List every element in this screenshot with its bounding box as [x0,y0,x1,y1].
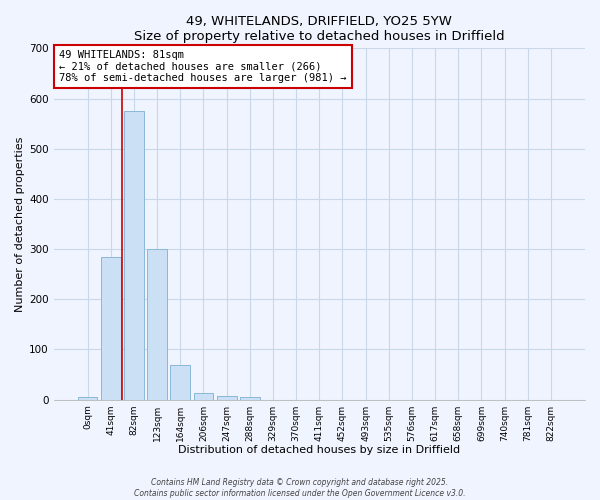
Bar [101,256,121,400]
Title: 49, WHITELANDS, DRIFFIELD, YO25 5YW
Size of property relative to detached houses: 49, WHITELANDS, DRIFFIELD, YO25 5YW Size… [134,15,505,43]
Bar [240,396,260,400]
Text: 49 WHITELANDS: 81sqm
← 21% of detached houses are smaller (266)
78% of semi-deta: 49 WHITELANDS: 81sqm ← 21% of detached h… [59,50,346,84]
Text: Contains HM Land Registry data © Crown copyright and database right 2025.
Contai: Contains HM Land Registry data © Crown c… [134,478,466,498]
Bar [194,392,214,400]
Bar [170,366,190,400]
Bar [217,396,236,400]
Bar [78,397,97,400]
X-axis label: Distribution of detached houses by size in Driffield: Distribution of detached houses by size … [178,445,460,455]
Y-axis label: Number of detached properties: Number of detached properties [15,136,25,312]
Bar [148,249,167,400]
Bar [124,111,144,400]
